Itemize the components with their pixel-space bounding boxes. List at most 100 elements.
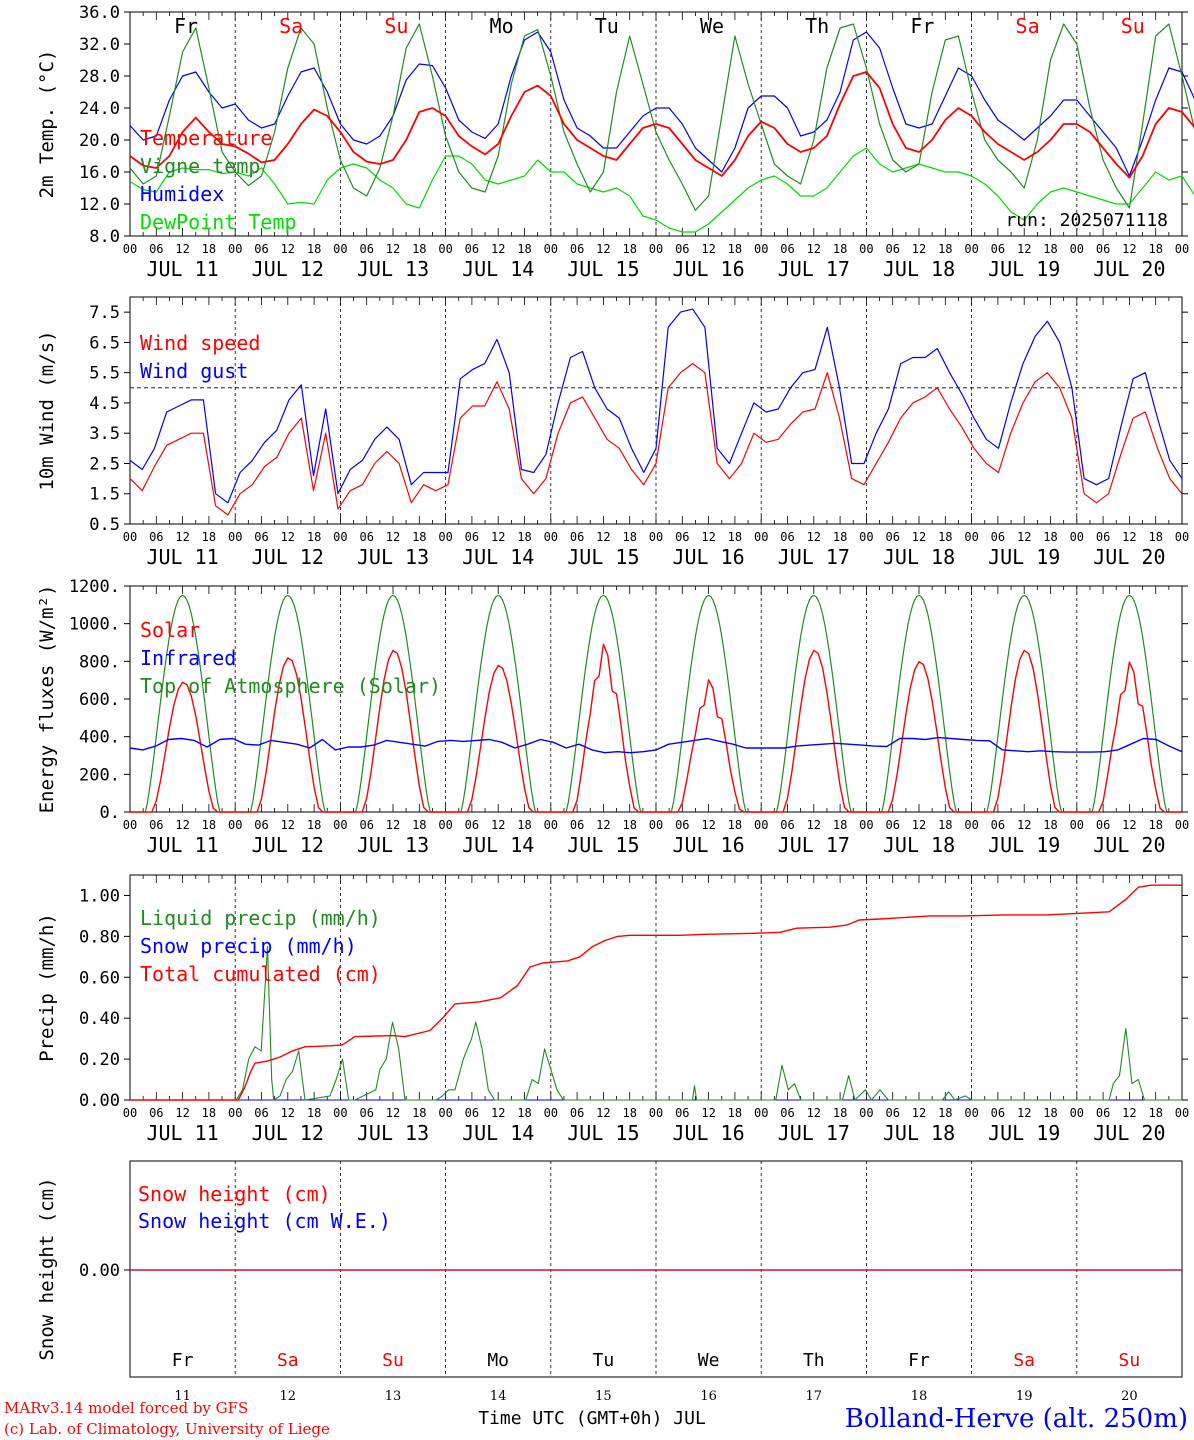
hour-tick-label: 12 (491, 242, 505, 256)
hour-tick-label: 00 (859, 530, 873, 544)
date-label: JUL 20 (1093, 1121, 1165, 1145)
date-label: JUL 20 (1093, 257, 1165, 281)
date-label: JUL 12 (252, 257, 324, 281)
date-label: JUL 18 (883, 1121, 955, 1145)
day-name-bottom: Su (1119, 1350, 1141, 1371)
legend-liquid-precip-mm-h-: Liquid precip (mm/h) (140, 906, 381, 930)
date-label: JUL 13 (357, 1121, 429, 1145)
hour-tick-label: 12 (596, 1106, 610, 1120)
hour-tick-label: 00 (438, 818, 452, 832)
date-label: JUL 18 (883, 257, 955, 281)
hour-tick-label: 00 (438, 242, 452, 256)
hour-tick-label: 00 (123, 1106, 137, 1120)
hour-tick-label: 18 (833, 1106, 847, 1120)
y-tick-label: 28.0 (79, 67, 120, 87)
hour-tick-label: 06 (465, 530, 479, 544)
hour-tick-label: 00 (333, 242, 347, 256)
date-label: JUL 13 (357, 833, 429, 857)
hour-tick-label: 12 (175, 818, 189, 832)
time-axis-title: Time UTC (GMT+0h) JUL (478, 1408, 706, 1429)
series-line-humidex (129, 31, 1194, 177)
hour-tick-label: 00 (859, 818, 873, 832)
hour-tick-label: 12 (807, 530, 821, 544)
hour-tick-label: 00 (964, 242, 978, 256)
hour-tick-label: 18 (938, 1106, 952, 1120)
hour-tick-label: 00 (228, 530, 242, 544)
wind-panel: 0.5 1.5 2.5 3.5 4.5 5.5 6.5 7.5 10m Wind (m/s) 00… (36, 296, 1189, 569)
hour-tick-label: 12 (596, 530, 610, 544)
series-line-vigne-temp (129, 23, 1194, 211)
y-tick-label: 5.5 (89, 364, 120, 384)
hour-tick-label: 00 (754, 818, 768, 832)
hour-tick-label: 00 (859, 242, 873, 256)
hour-tick-label: 18 (307, 530, 321, 544)
hour-tick-label: 18 (412, 1106, 426, 1120)
date-label: JUL 18 (883, 833, 955, 857)
day-number-label: 14 (490, 1389, 507, 1404)
legend-temperature: Temperature (140, 126, 272, 150)
hour-tick-label: 18 (1043, 1106, 1057, 1120)
hour-tick-label: 00 (1070, 818, 1084, 832)
date-label: JUL 16 (672, 257, 744, 281)
hour-tick-label: 18 (202, 530, 216, 544)
date-label: JUL 15 (567, 833, 639, 857)
hour-tick-label: 12 (281, 242, 295, 256)
legend-snow-height-cm-: Snow height (cm) (138, 1182, 331, 1206)
date-label: JUL 20 (1093, 833, 1165, 857)
hour-tick-label: 00 (123, 242, 137, 256)
day-name-bottom: Sa (277, 1350, 299, 1371)
hour-tick-label: 18 (1148, 818, 1162, 832)
hour-tick-label: 12 (701, 818, 715, 832)
date-label: JUL 14 (462, 545, 534, 569)
y-tick-label: 12.0 (79, 195, 120, 215)
hour-tick-label: 18 (517, 242, 531, 256)
hour-tick-label: 06 (359, 530, 373, 544)
hour-tick-label: 18 (833, 530, 847, 544)
hour-tick-label: 06 (149, 1106, 163, 1120)
day-name-bottom: Mo (487, 1350, 509, 1371)
date-label: JUL 12 (252, 833, 324, 857)
date-label: JUL 15 (567, 257, 639, 281)
hour-tick-label: 06 (465, 242, 479, 256)
hour-tick-label: 00 (649, 818, 663, 832)
hour-tick-label: 00 (333, 530, 347, 544)
legend-wind-gust: Wind gust (140, 359, 248, 383)
series-line-infrared (129, 736, 1183, 754)
hour-tick-label: 12 (386, 1106, 400, 1120)
hour-tick-label: 12 (175, 530, 189, 544)
hour-tick-label: 00 (1070, 242, 1084, 256)
y-tick-label: 4.5 (89, 394, 120, 414)
day-name-bottom: We (698, 1350, 720, 1371)
hour-tick-label: 18 (307, 242, 321, 256)
date-label: JUL 17 (778, 545, 850, 569)
y-tick-label: 0. (100, 803, 120, 823)
hour-tick-label: 12 (1017, 530, 1031, 544)
hour-tick-label: 06 (359, 818, 373, 832)
day-name-bottom: Th (803, 1350, 825, 1371)
hour-tick-label: 00 (1175, 1106, 1189, 1120)
hour-tick-label: 18 (728, 1106, 742, 1120)
day-name-top: We (700, 14, 724, 38)
hour-tick-label: 00 (964, 530, 978, 544)
hour-tick-label: 12 (281, 818, 295, 832)
hour-tick-label: 00 (123, 530, 137, 544)
hour-tick-label: 18 (517, 1106, 531, 1120)
day-number-label: 12 (280, 1389, 297, 1404)
y-tick-label: 0.80 (79, 927, 120, 947)
hour-tick-label: 12 (1017, 242, 1031, 256)
hour-tick-label: 12 (912, 242, 926, 256)
hour-tick-label: 06 (570, 242, 584, 256)
hour-tick-label: 12 (1122, 818, 1136, 832)
y-tick-label: 24.0 (79, 99, 120, 119)
legend-total-cumulated-cm-: Total cumulated (cm) (140, 962, 381, 986)
hour-tick-label: 12 (491, 818, 505, 832)
hour-tick-label: 06 (254, 818, 268, 832)
hour-tick-label: 06 (359, 242, 373, 256)
hour-tick-label: 06 (675, 818, 689, 832)
hour-tick-label: 18 (1148, 1106, 1162, 1120)
hour-tick-label: 12 (596, 818, 610, 832)
hour-tick-label: 18 (1043, 530, 1057, 544)
y-tick-label: 600. (79, 690, 120, 710)
day-number-label: 18 (911, 1389, 928, 1404)
day-number-label: 20 (1121, 1389, 1138, 1404)
